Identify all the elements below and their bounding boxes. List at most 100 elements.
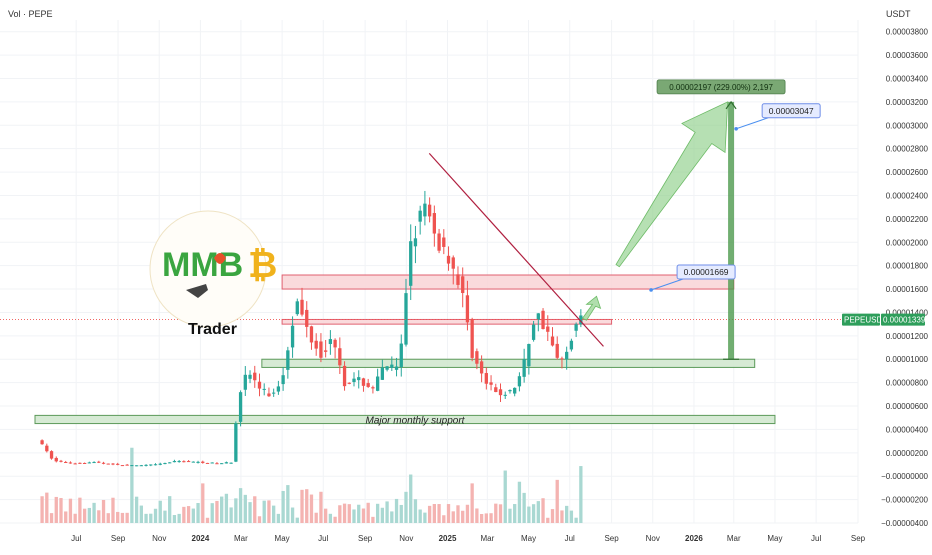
candle-body (503, 394, 507, 396)
price-label-box[interactable] (676, 264, 736, 280)
price-tick-label: 0.00001800 (886, 262, 929, 271)
volume-bar (295, 517, 299, 523)
candle-body (498, 389, 503, 396)
candle-body (177, 461, 181, 463)
volume-bar (191, 508, 195, 523)
time-tick-label: Nov (646, 534, 660, 543)
candle-body (494, 387, 498, 393)
candle-body (168, 462, 172, 464)
time-tick-label: Mar (234, 534, 248, 543)
logo-circle (149, 210, 267, 328)
volume-bar (120, 512, 125, 523)
time-tick-label: Mar (480, 534, 494, 543)
candle-body (172, 461, 177, 463)
time-tick-label: May (275, 534, 290, 543)
candle-body (517, 376, 522, 387)
drawings[interactable]: 0.00002197 (229.00%) 2,197 0.00001669 0.00… (0, 79, 858, 360)
candle-body (134, 465, 139, 467)
volume-bar (560, 510, 564, 523)
price-tick-label: 0.00003400 (886, 74, 929, 83)
price-label-box[interactable] (761, 103, 821, 119)
volume-bar (186, 506, 191, 523)
volume-bar (479, 514, 484, 523)
support-zone[interactable] (34, 414, 776, 425)
price-scale[interactable]: 0.00003800 0.00003600 0.00003400 0.00003200… (881, 28, 928, 528)
time-tick-label: May (521, 534, 536, 543)
price-tick-label: 0.00003600 (886, 51, 929, 60)
candle-body (215, 463, 219, 465)
candle-body (45, 445, 49, 452)
price-tick-label: 0.00001400 (886, 308, 929, 317)
volume-bar (290, 507, 295, 523)
candle-body (92, 462, 96, 464)
candle-body (220, 463, 224, 465)
volume-bar (527, 506, 531, 523)
candle-body (390, 364, 394, 368)
price-tick-label: 0.00001000 (886, 355, 929, 364)
candle-body (238, 392, 243, 422)
volume-bar (153, 508, 158, 523)
time-tick-label: 2024 (192, 534, 210, 543)
price-tick-label: 0.00001600 (886, 285, 929, 294)
time-tick-label: Jul (565, 534, 575, 543)
ticker-symbol-bg (842, 313, 880, 326)
support-zone[interactable] (261, 358, 756, 368)
candle-body (375, 376, 380, 391)
volume-bar (342, 503, 347, 523)
time-axis[interactable]: Jul Sep Nov 2024 Mar May Jul Sep Nov 2025 Mar May Ju… (71, 534, 866, 543)
volume-bar (45, 492, 49, 523)
candle-body (555, 343, 559, 358)
volume-bar (418, 509, 422, 523)
measure-bar[interactable] (728, 101, 735, 360)
candle-body (253, 372, 257, 381)
candle-body (248, 374, 252, 379)
volume-bar (503, 470, 507, 523)
candle-body (82, 462, 87, 464)
candle-body (569, 340, 574, 350)
candle-body (290, 325, 295, 348)
horizontal-zones[interactable]: Major monthly support (34, 274, 776, 426)
volume-bar (404, 491, 408, 523)
volume-bar (579, 466, 583, 523)
volume-bar (380, 507, 385, 523)
price-label-anchor (649, 288, 653, 292)
candle-body (427, 204, 432, 217)
volume-bar (574, 517, 578, 523)
volume-bar (338, 505, 342, 523)
candle-body (286, 350, 290, 370)
candle-body (196, 461, 200, 463)
volume-bar (172, 515, 177, 523)
candle-body (314, 340, 318, 349)
candle-body (385, 366, 389, 370)
volume-bar (177, 513, 181, 523)
price-tick-label: −0.00000000 (881, 472, 928, 481)
volume-bar (40, 496, 44, 523)
volume-bars (40, 447, 583, 523)
ticker-badge[interactable]: PEPEUSDT 0.00001339 (842, 313, 926, 326)
price-tick-label: 0.00002600 (886, 168, 929, 177)
volume-bar (64, 511, 68, 523)
volume-bar (68, 498, 73, 523)
candle-body (437, 233, 441, 251)
candle-body (531, 324, 536, 340)
resistance-zone[interactable] (281, 274, 735, 290)
candle-body (513, 387, 517, 394)
projection-arrow-icon[interactable] (615, 101, 729, 268)
candle-body (536, 313, 540, 320)
scale-currency[interactable]: USDT (886, 9, 911, 19)
candle-body (338, 348, 342, 366)
price-tick-label: 0.00003000 (886, 121, 929, 130)
volume-bar (465, 504, 470, 523)
candle-body (276, 386, 281, 392)
volume-bar (82, 508, 87, 523)
resistance-zone[interactable] (281, 318, 613, 325)
candle-body (158, 463, 162, 465)
price-tick-label: 0.00002800 (886, 145, 929, 154)
price-tick-label: 0.00001200 (886, 332, 929, 341)
logo-letters: MMB (162, 246, 243, 284)
volume-bar (484, 513, 488, 523)
candle-body (371, 387, 375, 389)
candle-body (229, 462, 233, 464)
descending-trendline[interactable] (428, 152, 604, 347)
